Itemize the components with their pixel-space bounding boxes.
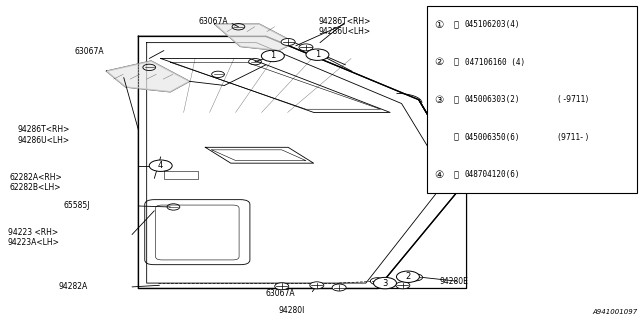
Circle shape <box>396 282 410 289</box>
Text: A941001097: A941001097 <box>592 309 637 316</box>
Circle shape <box>306 49 329 60</box>
Polygon shape <box>106 61 189 92</box>
Text: Ⓢ: Ⓢ <box>453 95 458 104</box>
Text: 1: 1 <box>270 52 275 60</box>
Text: (9711- ): (9711- ) <box>558 133 589 142</box>
Text: 045106203(4): 045106203(4) <box>465 20 520 29</box>
Text: 94286U<LH>: 94286U<LH> <box>319 27 371 36</box>
Text: 3: 3 <box>382 279 388 288</box>
Text: 63067A: 63067A <box>266 289 296 298</box>
Circle shape <box>299 44 313 51</box>
Text: 045006303(2): 045006303(2) <box>465 95 520 104</box>
Circle shape <box>374 277 396 289</box>
Circle shape <box>332 284 346 291</box>
Text: 63067A: 63067A <box>75 47 104 56</box>
Text: 048704120(6): 048704120(6) <box>465 170 520 179</box>
Text: Ⓢ: Ⓢ <box>453 133 458 142</box>
Text: 045006350(6): 045006350(6) <box>465 133 520 142</box>
Bar <box>427 6 637 193</box>
Polygon shape <box>215 24 294 51</box>
Text: 94282A: 94282A <box>59 282 88 292</box>
Text: 62282A<RH>: 62282A<RH> <box>9 173 62 182</box>
Text: ①: ① <box>434 20 444 30</box>
Circle shape <box>281 38 295 45</box>
Text: ④: ④ <box>434 170 444 180</box>
Text: ( -9711): ( -9711) <box>558 95 589 104</box>
Text: 94286T<RH>: 94286T<RH> <box>319 17 371 26</box>
Circle shape <box>149 160 172 172</box>
Text: 62282B<LH>: 62282B<LH> <box>9 183 61 192</box>
Circle shape <box>396 271 419 283</box>
Text: Ⓢ: Ⓢ <box>453 20 458 29</box>
Text: 94286U<LH>: 94286U<LH> <box>17 136 70 145</box>
Text: 4: 4 <box>158 161 163 170</box>
Text: 94286T<RH>: 94286T<RH> <box>17 125 70 134</box>
Text: 94280I: 94280I <box>278 306 305 315</box>
Text: 1: 1 <box>315 50 320 59</box>
Text: ②: ② <box>434 57 444 67</box>
Text: 2: 2 <box>405 272 411 281</box>
Text: ③: ③ <box>434 95 444 105</box>
Text: 94280E: 94280E <box>440 277 468 286</box>
Circle shape <box>275 283 289 290</box>
FancyBboxPatch shape <box>145 200 250 265</box>
Circle shape <box>408 274 422 281</box>
Circle shape <box>371 278 385 285</box>
FancyBboxPatch shape <box>156 205 239 260</box>
Text: 94223 <RH>: 94223 <RH> <box>8 228 58 237</box>
Text: 65585J: 65585J <box>64 201 90 210</box>
Text: 047106160 (4): 047106160 (4) <box>465 58 525 67</box>
Text: Ⓢ: Ⓢ <box>453 170 458 179</box>
Circle shape <box>261 50 284 62</box>
Circle shape <box>310 282 324 289</box>
Text: 63067A: 63067A <box>199 17 228 26</box>
Text: Ⓢ: Ⓢ <box>453 58 458 67</box>
Text: 94223A<LH>: 94223A<LH> <box>8 238 60 247</box>
